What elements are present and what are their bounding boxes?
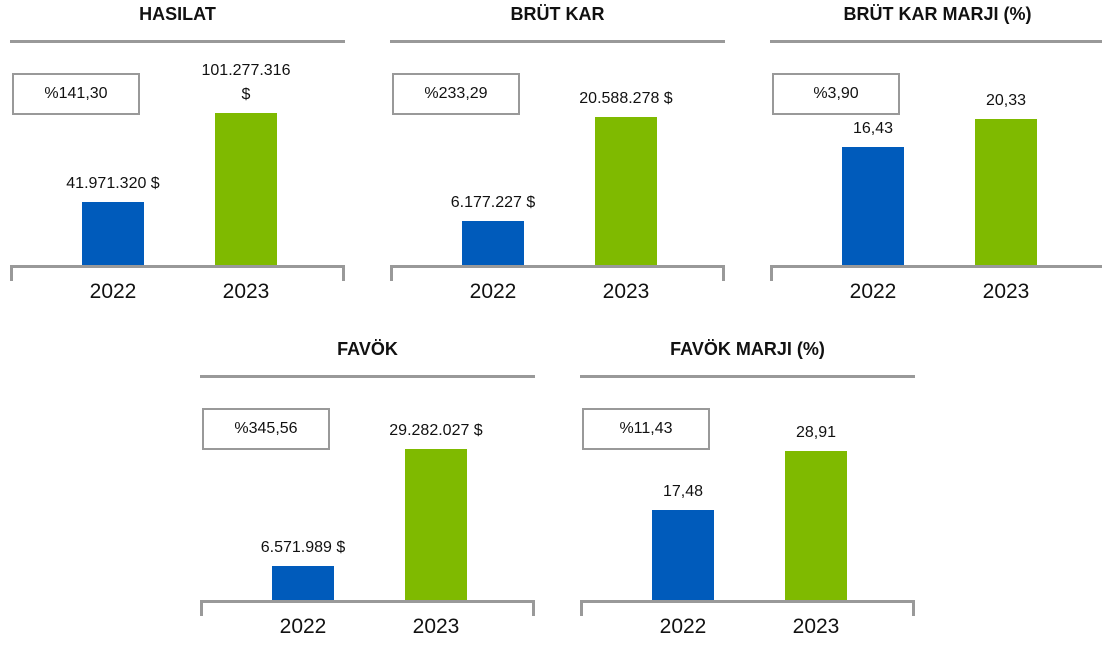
axis-end (912, 600, 915, 616)
bar (82, 202, 144, 265)
bar-chart: BRÜT KAR MARJI (%) %3,90 16,43 2022 20,33 202… (770, 0, 1102, 305)
bar (975, 118, 1037, 265)
chart-title: BRÜT KAR MARJI (%) (843, 4, 1032, 24)
x-tick-label: 2023 (412, 615, 460, 638)
axis-end (532, 600, 535, 616)
x-tick-label: 2022 (659, 615, 707, 638)
axis-end (722, 265, 725, 281)
x-axis (580, 600, 915, 603)
bar (595, 116, 657, 265)
data-label: 6.177.227 $ (450, 193, 536, 211)
bar-chart: FAVÖK MARJI (%) %11,43 17,48 2022 28,91 2023 (580, 335, 915, 640)
data-label: 20,33 (985, 91, 1027, 109)
x-tick-label: 2022 (849, 280, 897, 303)
data-label: 101.277.316 $ (201, 62, 291, 104)
axis-end (770, 265, 773, 281)
axis-end (10, 265, 13, 281)
data-label: 28,91 (795, 424, 837, 442)
x-tick-label: 2023 (982, 280, 1030, 303)
x-tick-label: 2022 (89, 280, 137, 303)
axis-end (390, 265, 393, 281)
bar (462, 220, 524, 265)
data-label: 41.971.320 $ (66, 175, 160, 193)
change-annotation: %3,90 (772, 73, 900, 115)
bar (652, 510, 714, 600)
x-axis (770, 265, 1102, 268)
bar (215, 113, 277, 265)
bar (842, 146, 904, 265)
bar-chart: HASILAT %141,30 41.971.320 $ 2022 101.277.31… (10, 0, 345, 305)
x-tick-label: 2023 (602, 280, 650, 303)
data-label: 29.282.027 $ (389, 422, 483, 440)
chart-title: FAVÖK MARJI (%) (670, 339, 825, 359)
title-rule (200, 375, 535, 378)
data-label: 17,48 (662, 483, 704, 501)
data-label: 20.588.278 $ (579, 89, 673, 107)
x-tick-label: 2022 (469, 280, 517, 303)
chart-title: FAVÖK (337, 339, 398, 359)
change-annotation: %345,56 (202, 408, 330, 450)
axis-end (200, 600, 203, 616)
axis-end (342, 265, 345, 281)
title-rule (770, 40, 1102, 43)
x-tick-label: 2023 (792, 615, 840, 638)
x-tick-label: 2023 (222, 280, 270, 303)
bar-chart: FAVÖK %345,56 6.571.989 $ 2022 29.282.027 $ 2… (200, 335, 535, 640)
x-axis (390, 265, 725, 268)
change-annotation: %233,29 (392, 73, 520, 115)
x-tick-label: 2022 (279, 615, 327, 638)
title-rule (580, 375, 915, 378)
data-label: 6.571.989 $ (260, 539, 346, 557)
chart-title: BRÜT KAR (510, 4, 605, 24)
bar-chart: BRÜT KAR %233,29 6.177.227 $ 2022 20.588.278… (390, 0, 725, 305)
axis-end (580, 600, 583, 616)
title-rule (390, 40, 725, 43)
x-axis (200, 600, 535, 603)
chart-title: HASILAT (139, 4, 216, 24)
x-axis (10, 265, 345, 268)
data-label: 16,43 (852, 119, 894, 137)
change-annotation: %141,30 (12, 73, 140, 115)
bar (272, 566, 334, 600)
bar (405, 449, 467, 600)
change-annotation: %11,43 (582, 408, 710, 450)
title-rule (10, 40, 345, 43)
bar (785, 451, 847, 600)
